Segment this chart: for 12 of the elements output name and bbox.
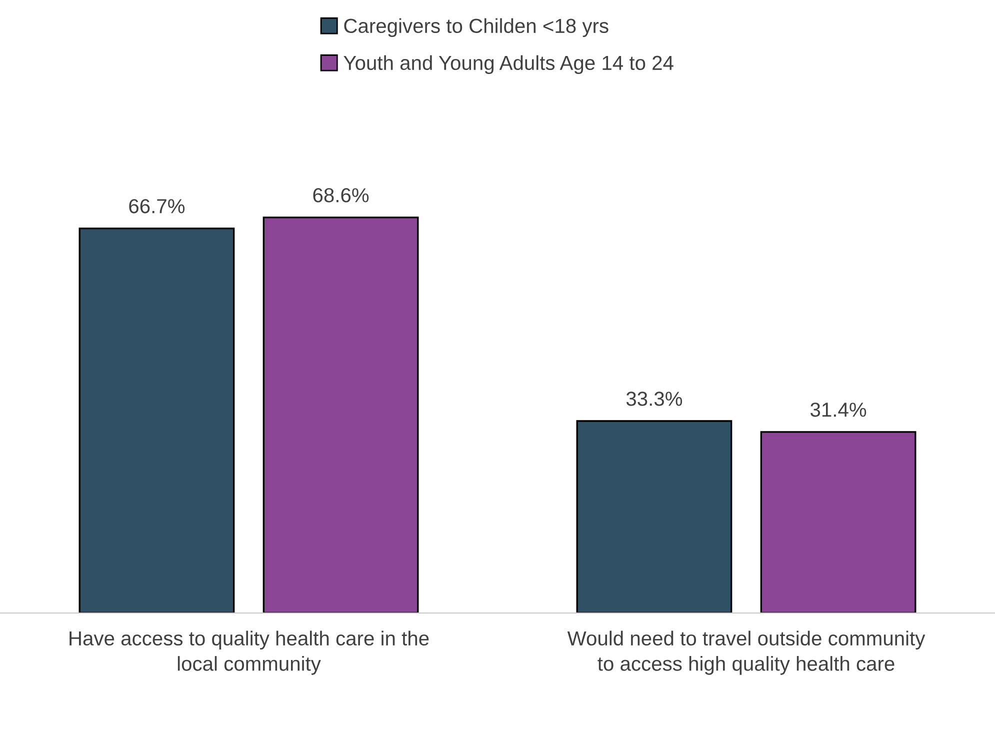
data-label: 33.3% xyxy=(626,392,682,406)
legend-label: Caregivers to Childen <18 yrs xyxy=(344,18,608,38)
legend-label: Youth and Young Adults Age 14 to 24 xyxy=(344,55,674,74)
bar xyxy=(78,228,235,613)
bar xyxy=(760,431,916,613)
data-label: 66.7% xyxy=(129,199,185,214)
data-label: 68.6% xyxy=(313,188,369,202)
data-label: 31.4% xyxy=(810,402,866,417)
bar xyxy=(262,216,419,613)
x-tick-label: Have access to quality health care in the local community xyxy=(70,630,429,675)
bar xyxy=(576,420,732,613)
x-tick-label: Would need to travel outside community to access high quality health care xyxy=(567,630,926,675)
